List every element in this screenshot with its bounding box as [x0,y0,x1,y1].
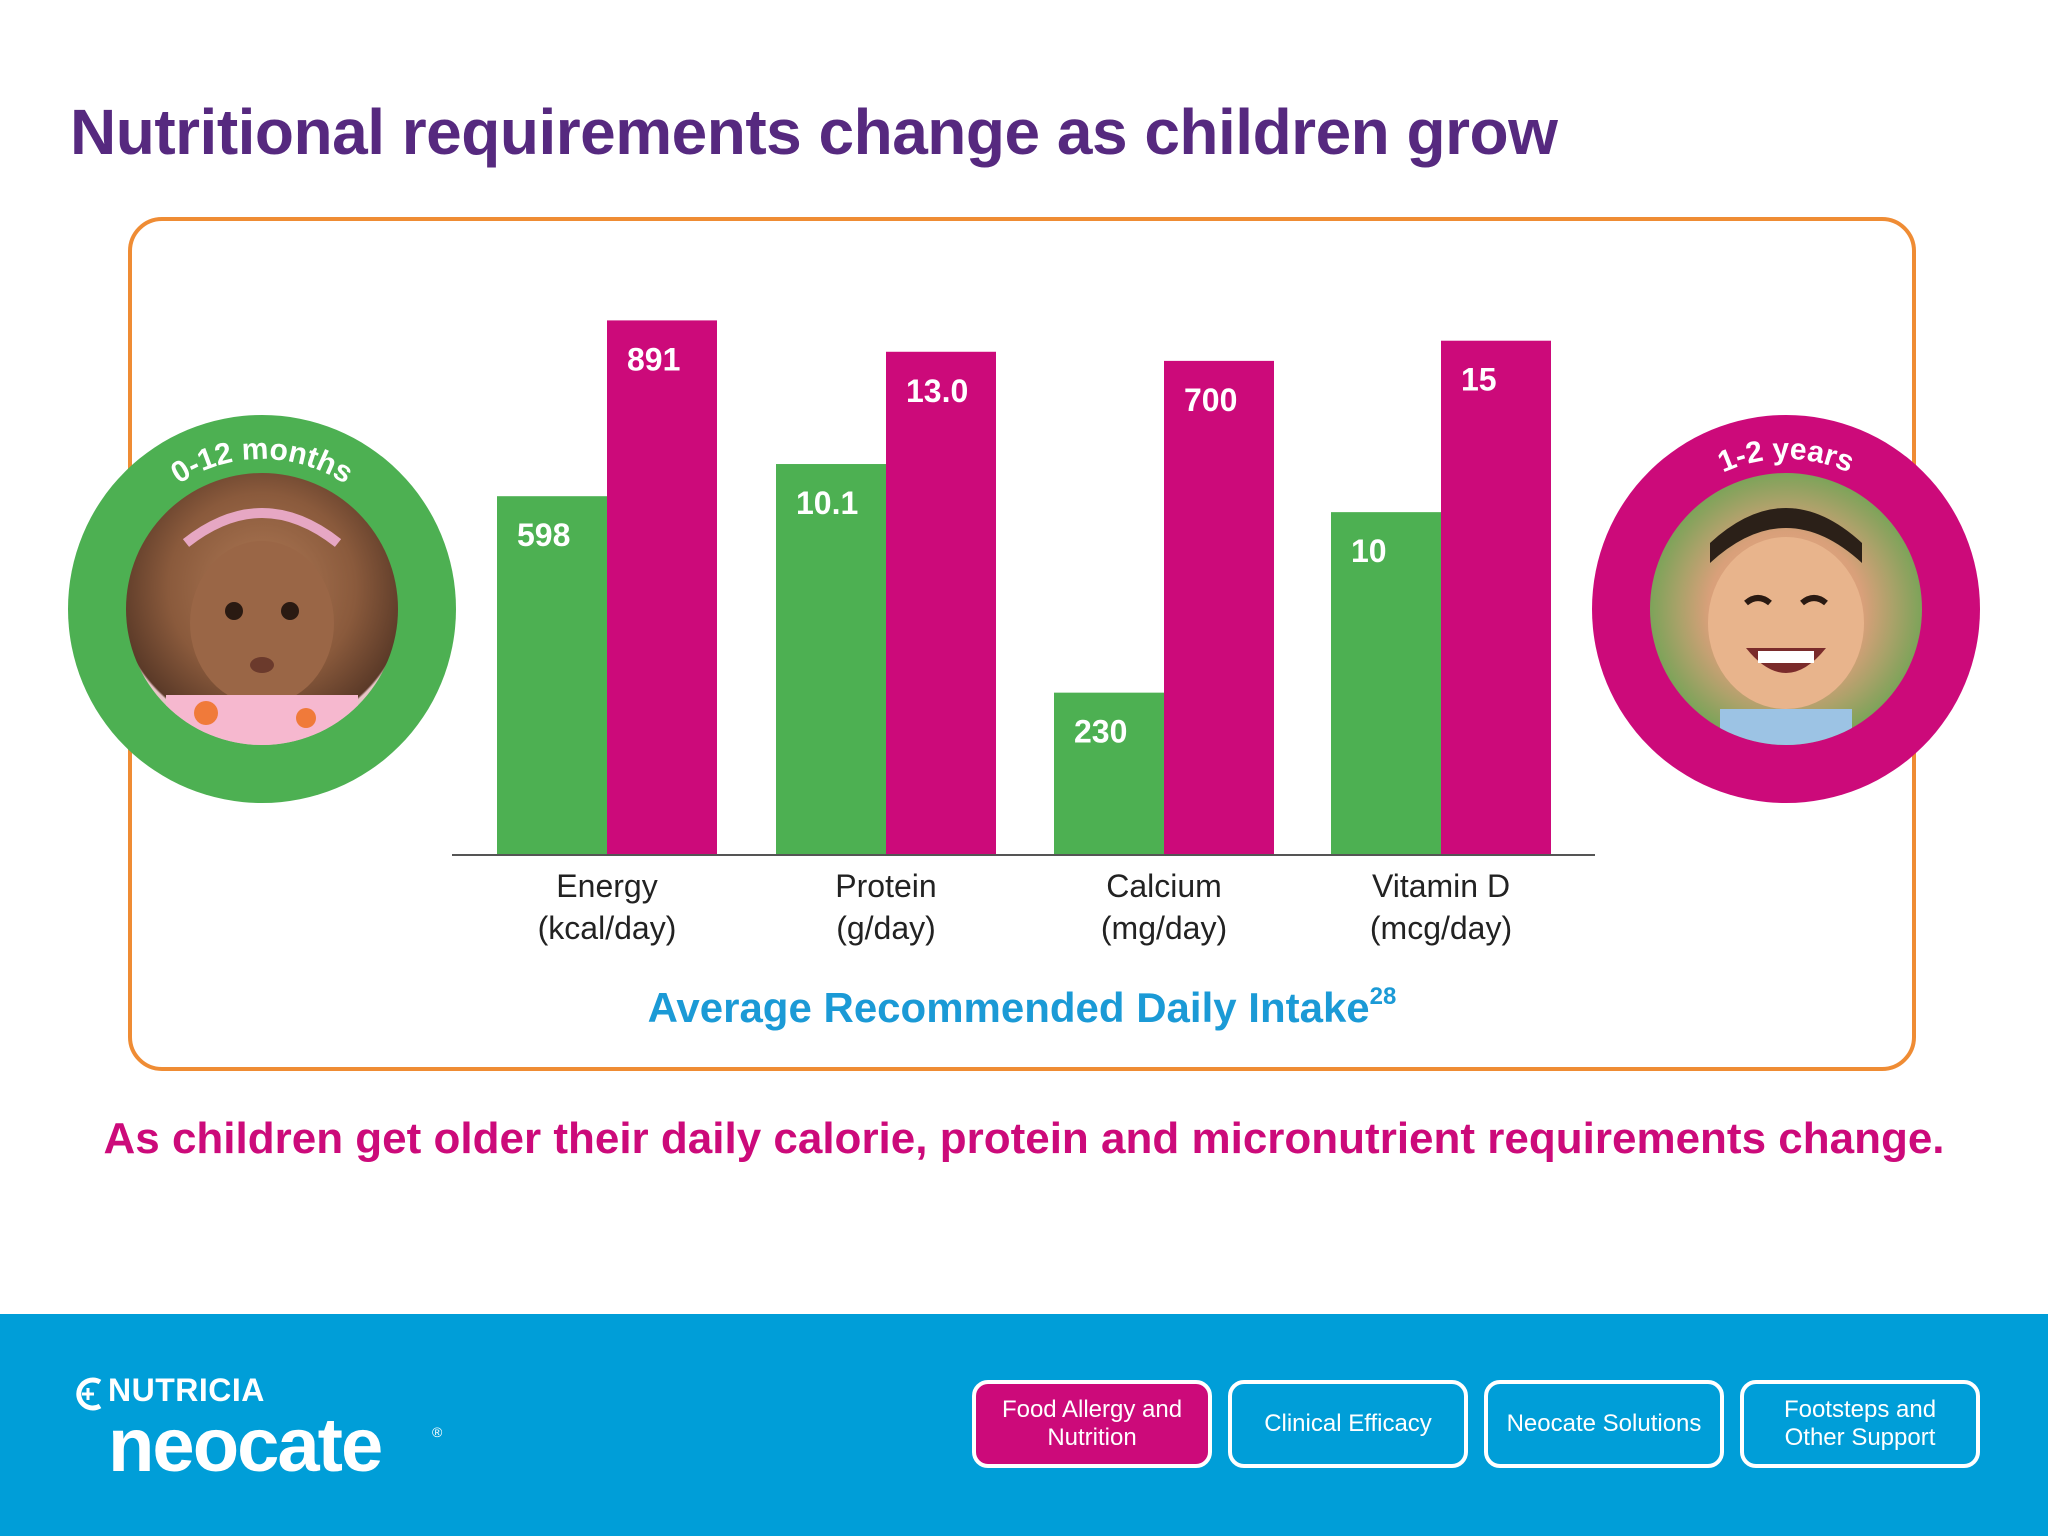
bar-energy-series-1 [607,320,717,855]
toddler-face-icon [1708,508,1864,745]
nav-neocate-solutions-button[interactable]: Neocate Solutions [1484,1380,1724,1468]
nav-food-allergy-button[interactable]: Food Allergy and Nutrition [972,1380,1212,1468]
bar-value-label: 230 [1074,714,1127,750]
chart-title: Average Recommended Daily Intake28 [648,983,1397,1031]
bar-value-label: 598 [517,517,570,553]
x-tick-label: Calcium [1106,868,1222,904]
bar-vitamin-d-series-1 [1441,340,1551,855]
nav-footsteps-support-button[interactable]: Footsteps and Other Support [1740,1380,1980,1468]
bar-vitamin-d-series-0 [1331,512,1441,855]
bar-value-label: 10 [1351,533,1387,569]
x-tick-unit-label: (kcal/day) [538,910,677,946]
bar-value-label: 891 [627,341,680,377]
infant-photo [126,473,398,745]
bar-calcium-series-0 [1054,692,1164,855]
toddler-age-badge: 1-2 years [1592,415,1980,803]
bar-value-label: 15 [1461,362,1497,398]
x-tick-label: Protein [835,868,936,904]
infant-label-arc: 0-12 months [165,433,358,491]
x-tick-label: Vitamin D [1372,868,1510,904]
toddler-photo [1650,473,1922,745]
nav-clinical-efficacy-button[interactable]: Clinical Efficacy [1228,1380,1468,1468]
infant-age-badge: 0-12 months [68,415,456,803]
page-title: Nutritional requirements change as child… [70,96,1558,168]
bar-calcium-series-1 [1164,360,1274,855]
infant-face-icon [166,508,358,745]
bar-value-label: 700 [1184,382,1237,418]
nutricia-cross-icon [76,1377,102,1411]
bar-protein-series-1 [886,351,996,855]
product-name: neocate [108,1403,383,1488]
x-tick-unit-label: (mcg/day) [1370,910,1512,946]
bar-energy-series-0 [497,496,607,855]
brand-name: NUTRICIA [108,1372,265,1408]
chart-title-superscript: 28 [1370,983,1397,1010]
toddler-label-arc: 1-2 years [1713,433,1859,479]
bar-value-label: 10.1 [796,485,858,521]
x-tick-unit-label: (mg/day) [1101,910,1227,946]
x-tick-label: Energy [556,868,657,904]
bar-protein-series-0 [776,464,886,855]
bar-chart: 598 891 Energy (kcal/day) 10.1 13.0 Protein (g/… [452,320,1595,1031]
page-subtitle: As children get older their daily calori… [103,1114,1945,1163]
registered-mark: ® [432,1424,443,1440]
bar-value-label: 13.0 [906,373,968,409]
x-tick-unit-label: (g/day) [836,910,936,946]
